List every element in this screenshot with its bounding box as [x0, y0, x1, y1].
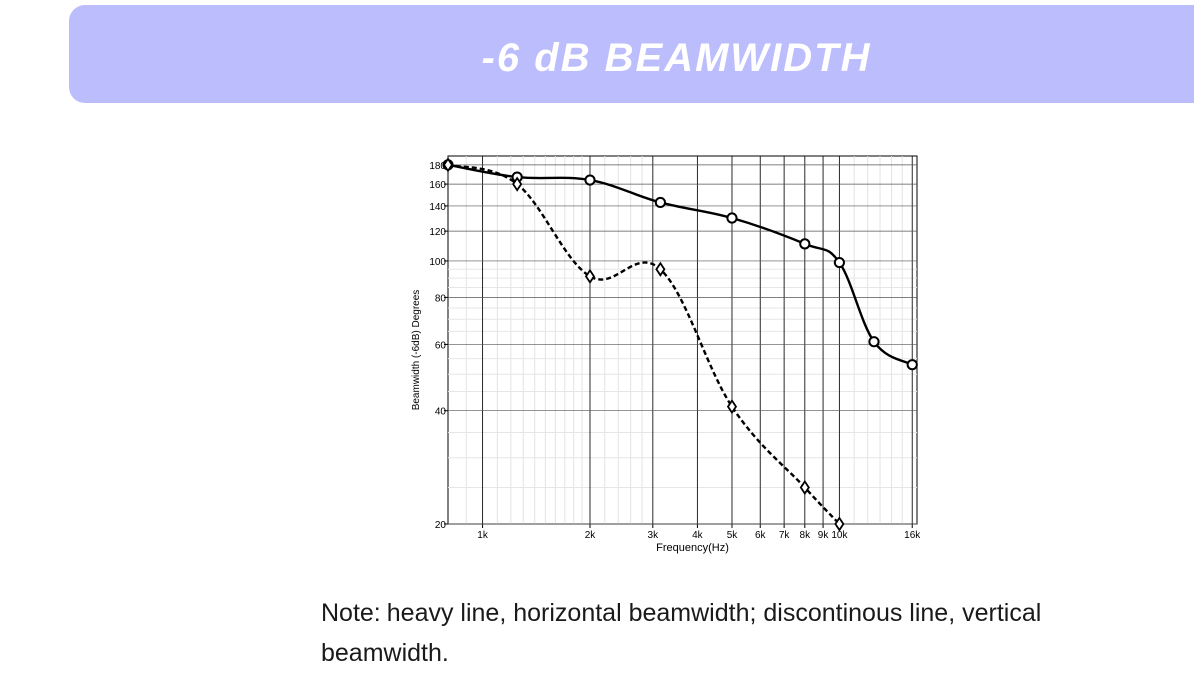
x-tick-label: 4k — [692, 530, 704, 541]
y-tick-label: 60 — [435, 340, 447, 351]
x-tick-label: 6k — [755, 530, 767, 541]
x-tick-label: 3k — [648, 530, 660, 541]
horizontal-data-point — [868, 336, 880, 348]
note-label: Note: — [321, 599, 381, 627]
horizontal-data-point — [799, 238, 811, 250]
y-tick-label: 80 — [435, 293, 447, 304]
vertical-data-point — [799, 479, 810, 496]
horizontal-data-point — [833, 256, 845, 269]
beamwidth-chart: 1k 2k 3k 4k 5k 6k 7k 8k 9k 10k 16k 20 40 60 80 100 120 14… — [411, 155, 921, 554]
note-text: heavy line, horizontal beamwidth; discon… — [321, 599, 1042, 667]
y-tick-label: 40 — [435, 407, 447, 418]
plot-frame — [447, 155, 918, 525]
x-tick-label: 8k — [800, 530, 812, 541]
horizontal-data-point — [906, 359, 918, 371]
vertical-data-point — [655, 261, 666, 277]
y-tick-label: 140 — [429, 202, 446, 213]
x-axis-label: Frequency(Hz) — [656, 542, 729, 554]
vertical-data-point — [726, 399, 738, 415]
y-tick-label: 160 — [429, 180, 446, 191]
y-tick-label: 100 — [429, 257, 446, 268]
vertical-data-point — [584, 268, 596, 284]
horizontal-data-point — [654, 196, 666, 209]
vertical-data-point — [834, 516, 845, 532]
x-tick-label: 10k — [831, 530, 848, 541]
x-tick-label: 7k — [779, 530, 791, 541]
x-tick-label: 1k — [477, 530, 489, 541]
x-tick-label: 2k — [585, 530, 597, 541]
page-title: -6 dB BEAMWIDTH — [481, 36, 872, 80]
x-tick-label: 9k — [818, 530, 830, 541]
y-axis-label: Beamwidth (-6dB) Degrees — [411, 290, 422, 411]
horizontal-data-point — [726, 212, 738, 224]
vertical-data-point — [442, 157, 454, 173]
y-tick-label: 180 — [429, 161, 446, 172]
x-tick-label: 16k — [904, 530, 921, 541]
horizontal-data-point — [584, 174, 596, 186]
x-tick-label: 5k — [727, 530, 739, 541]
title-banner: -6 dB BEAMWIDTH — [69, 5, 1194, 103]
y-tick-label: 20 — [435, 520, 447, 531]
vertical-data-point — [512, 176, 523, 192]
note-paragraph: Note: heavy line, horizontal beamwidth; d… — [321, 593, 1101, 673]
y-tick-label: 120 — [429, 227, 446, 238]
